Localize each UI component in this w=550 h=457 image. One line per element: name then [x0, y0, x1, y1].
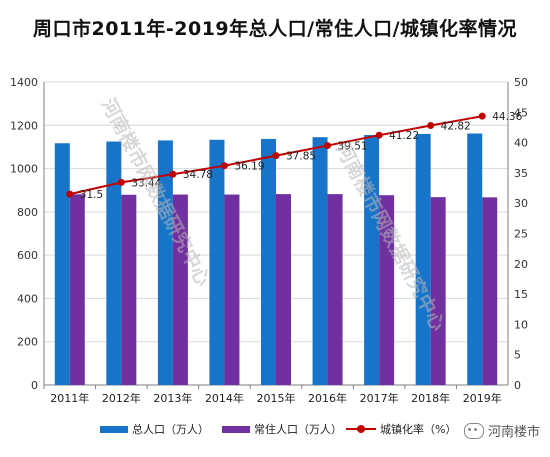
legend-swatch-rate — [346, 424, 376, 434]
x-tick-label: 2016年 — [308, 391, 347, 405]
y-right-tick-label: 30 — [514, 197, 528, 210]
point-rate — [478, 112, 486, 120]
y-left-tick-label: 200 — [17, 336, 38, 349]
bar-resident — [379, 195, 395, 385]
bar-total — [467, 133, 483, 385]
y-right-tick-label: 20 — [514, 258, 528, 271]
legend-item-rate: 城镇化率（%） — [346, 421, 456, 437]
legend-label-resident: 常住人口（万人） — [254, 423, 342, 436]
x-tick-label: 2017年 — [360, 391, 399, 405]
y-right-tick-label: 15 — [514, 288, 528, 301]
data-label-rate: 39.51 — [338, 141, 368, 153]
data-label-rate: 31.5 — [80, 189, 103, 201]
bar-total — [364, 135, 380, 385]
wechat-icon — [463, 422, 484, 439]
x-tick-label: 2018年 — [411, 391, 450, 405]
data-label-rate: 41.22 — [389, 130, 419, 142]
bar-resident — [172, 194, 188, 385]
point-rate — [427, 122, 435, 130]
y-left-tick-label: 1000 — [10, 163, 38, 176]
y-right-tick-label: 40 — [514, 137, 528, 150]
legend-item-resident: 常住人口（万人） — [222, 421, 342, 437]
x-tick-label: 2019年 — [463, 391, 502, 405]
chart-legend: 总人口（万人） 常住人口（万人） 城镇化率（%） — [0, 421, 550, 443]
x-tick-label: 2014年 — [205, 391, 244, 405]
y-left-tick-label: 600 — [17, 249, 38, 262]
bar-total — [157, 140, 173, 385]
bar-total — [209, 139, 225, 385]
bar-resident — [69, 194, 85, 385]
data-label-rate: 42.82 — [441, 121, 471, 133]
point-rate — [66, 190, 74, 198]
y-left-tick-label: 1400 — [10, 76, 38, 89]
point-rate — [375, 131, 383, 139]
bar-resident — [482, 197, 498, 385]
legend-label-rate: 城镇化率（%） — [380, 423, 457, 436]
point-rate — [169, 170, 177, 178]
bar-resident — [121, 194, 137, 385]
legend-swatch-total — [100, 425, 128, 433]
x-tick-label: 2011年 — [50, 391, 89, 405]
y-left-tick-label: 800 — [17, 206, 38, 219]
point-rate — [117, 178, 125, 186]
point-rate — [324, 142, 332, 150]
x-tick-label: 2013年 — [153, 391, 192, 405]
bar-total — [106, 141, 122, 385]
y-right-tick-label: 0 — [514, 379, 521, 392]
bar-total — [261, 138, 276, 385]
data-label-rate: 33.44 — [131, 177, 161, 189]
y-right-tick-label: 35 — [514, 167, 528, 180]
legend-label-total: 总人口（万人） — [132, 423, 209, 436]
bar-resident — [430, 197, 446, 385]
bar-total — [54, 143, 70, 385]
bar-resident — [276, 194, 291, 385]
bar-total — [415, 133, 431, 385]
data-label-rate: 44.36 — [492, 111, 522, 123]
chart-title: 周口市2011年-2019年总人口/常住人口/城镇化率情况 — [32, 18, 518, 40]
point-rate — [220, 162, 228, 170]
y-right-tick-label: 45 — [514, 106, 528, 119]
y-right-tick-label: 25 — [514, 228, 528, 241]
y-right-tick-label: 50 — [514, 76, 528, 89]
legend-swatch-resident — [222, 425, 250, 433]
point-rate — [272, 152, 280, 160]
y-right-tick-label: 10 — [514, 318, 528, 331]
legend-item-total: 总人口（万人） — [100, 421, 209, 437]
x-tick-label: 2012年 — [102, 391, 141, 405]
y-right-tick-label: 5 — [514, 349, 521, 362]
bar-total — [312, 137, 328, 385]
data-label-rate: 37.85 — [286, 151, 316, 163]
y-left-tick-label: 0 — [31, 379, 38, 392]
data-label-rate: 34.78 — [183, 169, 213, 181]
y-left-tick-label: 1200 — [10, 119, 38, 132]
bar-resident — [224, 194, 240, 385]
data-label-rate: 36.19 — [234, 161, 264, 173]
brand-label: 河南楼市 — [487, 425, 540, 440]
bar-resident — [327, 194, 343, 385]
x-tick-label: 2015年 — [257, 391, 296, 405]
y-left-tick-label: 400 — [17, 292, 38, 305]
brand-logo: 河南楼市 — [463, 421, 540, 440]
